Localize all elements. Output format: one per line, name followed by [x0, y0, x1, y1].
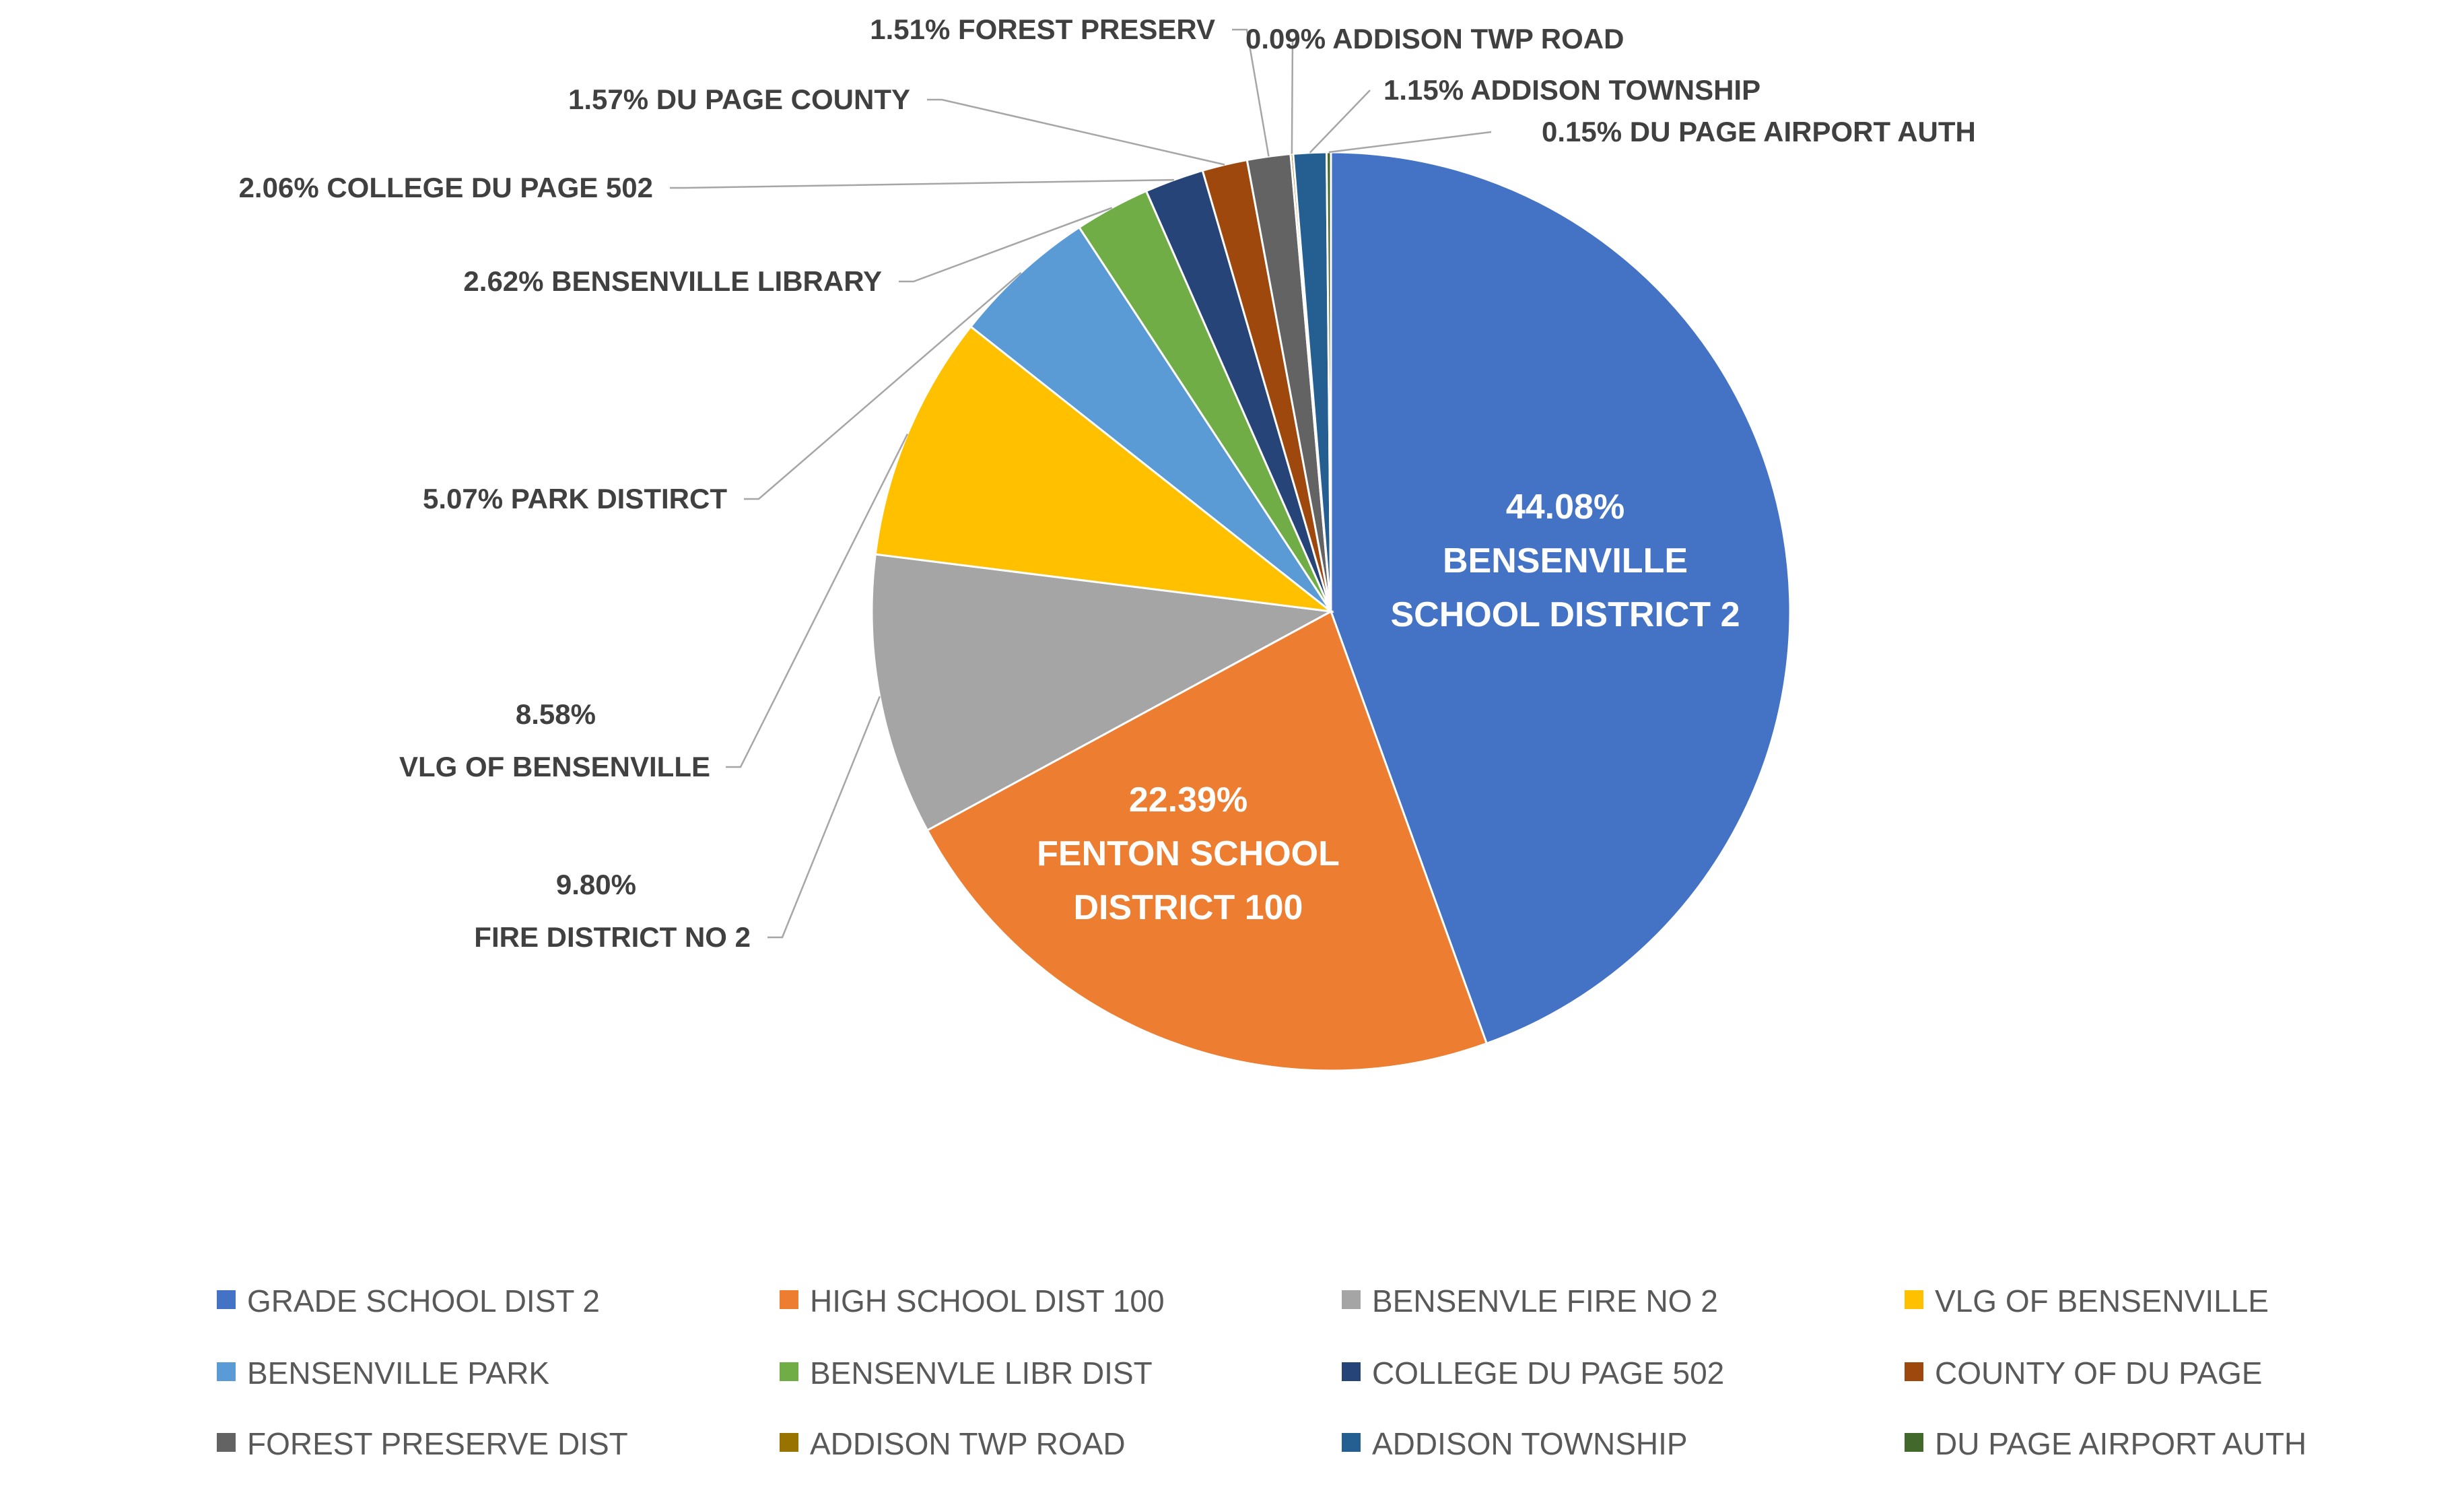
- legend-item-forest-preserve-dist: FOREST PRESERVE DIST: [217, 1426, 628, 1461]
- slice-label-addison-twp-road: 0.09% ADDISON TWP ROAD: [1245, 23, 1624, 55]
- leader-line-addison-twp-road: [1291, 38, 1294, 154]
- legend-swatch: [1905, 1433, 1923, 1452]
- legend-swatch: [780, 1362, 798, 1381]
- pie-slices: [870, 151, 1791, 1072]
- pie-slice-vlg-of-bensenville: [874, 325, 1335, 613]
- pie-slice-grade-school-dist-2: [1330, 151, 1791, 1045]
- legend-item-grade-school-dist-2: GRADE SCHOOL DIST 2: [217, 1283, 600, 1318]
- leader-line-bensenville-park: [744, 271, 1022, 500]
- legend-swatch: [1342, 1433, 1361, 1452]
- legend-item-addison-twp-road: ADDISON TWP ROAD: [780, 1426, 1126, 1461]
- slice-label-county-of-du-page: 1.57% DU PAGE COUNTY: [568, 84, 910, 115]
- legend-label: ADDISON TOWNSHIP: [1372, 1426, 1688, 1461]
- slice-label-bensenvle-fire-no-2: 9.80% FIRE DISTRICT NO 2: [474, 869, 751, 953]
- leader-line-du-page-airport-auth: [1328, 131, 1492, 154]
- legend-item-du-page-airport-auth: DU PAGE AIRPORT AUTH: [1905, 1426, 2306, 1461]
- legend-swatch: [1342, 1362, 1361, 1381]
- legend-label: VLG OF BENSENVILLE: [1935, 1283, 2269, 1318]
- legend-label: FOREST PRESERVE DIST: [247, 1426, 628, 1461]
- legend-swatch: [217, 1290, 236, 1309]
- leader-line-vlg-of-bensenville: [726, 433, 909, 768]
- legend-item-college-du-page-502: COLLEGE DU PAGE 502: [1342, 1356, 1724, 1391]
- leader-line-bensenvle-libr-dist: [899, 207, 1113, 283]
- legend-label: BENSENVLE LIBR DIST: [810, 1356, 1153, 1391]
- slice-label-bensenville-park: 5.07% PARK DISTIRCT: [423, 483, 727, 514]
- legend-item-bensenvle-fire-no-2: BENSENVLE FIRE NO 2: [1342, 1283, 1718, 1318]
- legend-swatch: [780, 1433, 798, 1452]
- legend-label: BENSENVILLE PARK: [247, 1356, 549, 1391]
- slice-label-grade-school-dist-2: 44.08% BENSENVILLE SCHOOL DISTRICT 2: [1390, 488, 1740, 634]
- leader-line-forest-preserve-dist: [1232, 28, 1270, 157]
- legend-swatch: [217, 1362, 236, 1381]
- slice-label-addison-township: 1.15% ADDISON TOWNSHIP: [1383, 74, 1760, 106]
- slice-label-vlg-of-bensenville: 8.58% VLG OF BENSENVILLE: [399, 698, 710, 782]
- pie-slice-bensenville-park: [969, 226, 1332, 613]
- slice-label-forest-preserve-dist: 1.51% FOREST PRESERV: [870, 13, 1215, 45]
- legend-label: DU PAGE AIRPORT AUTH: [1935, 1426, 2306, 1461]
- slice-label-bensenvle-libr-dist: 2.62% BENSENVILLE LIBRARY: [463, 265, 882, 297]
- legend-label: HIGH SCHOOL DIST 100: [810, 1283, 1165, 1318]
- leader-line-addison-township: [1309, 90, 1371, 154]
- legend-swatch: [780, 1290, 798, 1309]
- legend-label: BENSENVLE FIRE NO 2: [1372, 1283, 1718, 1318]
- legend-label: COLLEGE DU PAGE 502: [1372, 1356, 1724, 1391]
- slice-label-college-du-page-502: 2.06% COLLEGE DU PAGE 502: [239, 172, 653, 203]
- legend-label: GRADE SCHOOL DIST 2: [247, 1283, 600, 1318]
- leader-line-county-of-du-page: [927, 98, 1225, 166]
- legend-swatch: [1342, 1290, 1361, 1309]
- slice-label-high-school-dist-100: 22.39% FENTON SCHOOL DISTRICT 100: [1037, 780, 1340, 927]
- legend-item-high-school-dist-100: HIGH SCHOOL DIST 100: [780, 1283, 1165, 1318]
- slice-labels: 44.08% BENSENVILLE SCHOOL DISTRICT 2 22.39%…: [239, 13, 1976, 953]
- legend-item-addison-township: ADDISON TOWNSHIP: [1342, 1426, 1688, 1461]
- pie-slice-high-school-dist-100: [926, 609, 1488, 1072]
- legend-item-vlg-of-bensenville: VLG OF BENSENVILLE: [1905, 1283, 2269, 1318]
- legend: GRADE SCHOOL DIST 2 HIGH SCHOOL DIST 100 B…: [217, 1283, 2306, 1461]
- leader-lines: [670, 28, 1492, 939]
- leader-line-bensenvle-fire-no-2: [767, 696, 881, 939]
- slice-label-du-page-airport-auth: 0.15% DU PAGE AIRPORT AUTH: [1542, 116, 1976, 147]
- legend-item-bensenvle-libr-dist: BENSENVLE LIBR DIST: [780, 1356, 1153, 1391]
- legend-label: COUNTY OF DU PAGE: [1935, 1356, 2262, 1391]
- legend-swatch: [1905, 1290, 1923, 1309]
- leader-line-college-du-page-502: [670, 178, 1174, 189]
- legend-label: ADDISON TWP ROAD: [810, 1426, 1126, 1461]
- legend-swatch: [217, 1433, 236, 1452]
- legend-item-bensenville-park: BENSENVILLE PARK: [217, 1356, 549, 1391]
- legend-item-county-of-du-page: COUNTY OF DU PAGE: [1905, 1356, 2262, 1391]
- legend-swatch: [1905, 1362, 1923, 1381]
